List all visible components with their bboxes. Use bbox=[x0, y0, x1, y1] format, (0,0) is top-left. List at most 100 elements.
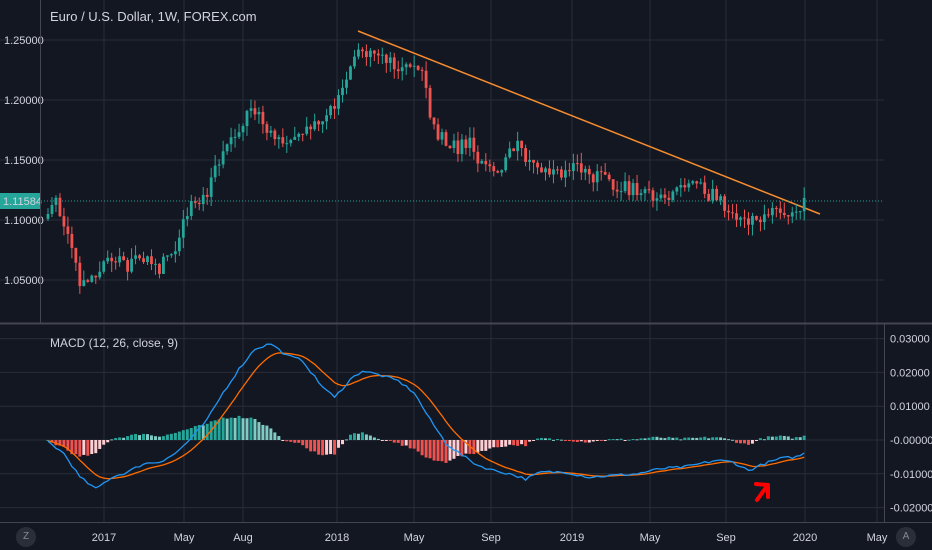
histogram-bar bbox=[205, 423, 209, 440]
candle-body bbox=[78, 262, 82, 287]
candle-body bbox=[325, 115, 328, 122]
histogram-bar bbox=[249, 417, 253, 440]
candle-body bbox=[560, 169, 563, 178]
histogram-bar bbox=[766, 436, 770, 440]
candle-body bbox=[663, 194, 667, 198]
indicator-legend[interactable]: MACD (12, 26, close, 9) bbox=[50, 336, 179, 350]
candle-body bbox=[667, 197, 671, 200]
histogram-bar bbox=[245, 418, 249, 440]
candle-body bbox=[150, 256, 153, 265]
histogram-bar bbox=[432, 440, 436, 461]
candle-body bbox=[715, 188, 719, 201]
histogram-bar bbox=[762, 439, 766, 441]
histogram-bar bbox=[623, 440, 627, 441]
x-tick-label: May bbox=[640, 532, 661, 544]
candle-body bbox=[130, 258, 133, 272]
histogram-bar bbox=[448, 440, 452, 461]
histogram-bar bbox=[563, 440, 567, 441]
histogram-bar bbox=[98, 440, 102, 449]
histogram-bar bbox=[157, 436, 161, 440]
y-tick-label: 1.25000 bbox=[4, 35, 44, 47]
histogram-bar bbox=[719, 437, 723, 440]
candle-body bbox=[603, 171, 607, 175]
x-tick-label: May bbox=[404, 532, 425, 544]
histogram-bar bbox=[62, 440, 66, 448]
candle-body bbox=[536, 162, 539, 168]
histogram-bar bbox=[615, 439, 619, 441]
candle-body bbox=[735, 213, 738, 220]
histogram-bar bbox=[743, 440, 746, 444]
candle-body bbox=[213, 165, 217, 178]
candle-body bbox=[786, 215, 790, 217]
histogram-bar bbox=[189, 427, 193, 440]
histogram-bar bbox=[337, 440, 341, 448]
histogram-bar bbox=[146, 434, 149, 440]
histogram-bar bbox=[420, 440, 424, 456]
histogram-bar bbox=[130, 434, 134, 440]
histogram-bar bbox=[794, 437, 798, 440]
candle-body bbox=[269, 130, 273, 133]
candle-body bbox=[396, 69, 400, 72]
histogram-bar bbox=[540, 437, 544, 440]
histogram-bar bbox=[66, 440, 70, 451]
histogram-bar bbox=[237, 415, 241, 440]
x-tick-label: 2019 bbox=[560, 532, 584, 544]
histogram-bar bbox=[663, 438, 667, 440]
candle-body bbox=[743, 217, 746, 219]
candle-body bbox=[751, 215, 754, 225]
histogram-bar bbox=[683, 437, 687, 440]
candle-body bbox=[774, 207, 778, 209]
histogram-bar bbox=[667, 436, 671, 440]
candle-body bbox=[500, 170, 504, 173]
histogram-bar bbox=[735, 440, 739, 443]
histogram-bar bbox=[313, 440, 317, 452]
candle-body bbox=[126, 260, 129, 272]
candle-body bbox=[516, 140, 520, 152]
candle-body bbox=[146, 256, 149, 263]
candle-body bbox=[265, 124, 269, 133]
histogram-bar bbox=[261, 424, 265, 440]
histogram-bar bbox=[70, 440, 74, 455]
histogram-bar bbox=[138, 435, 142, 440]
x-tick-label: 2018 bbox=[325, 532, 349, 544]
histogram-bar bbox=[364, 434, 368, 440]
histogram-bar bbox=[416, 440, 420, 452]
candle-body bbox=[169, 254, 173, 256]
histogram-bar bbox=[217, 419, 221, 440]
histogram-bar bbox=[169, 433, 173, 440]
candle-body bbox=[376, 53, 380, 56]
timezone-button[interactable]: Z bbox=[16, 527, 36, 547]
histogram-bar bbox=[790, 438, 794, 440]
histogram-bar bbox=[707, 438, 711, 440]
histogram-bar bbox=[739, 440, 743, 444]
trendline-layer[interactable] bbox=[357, 30, 821, 215]
candle-body bbox=[512, 148, 516, 152]
histogram-bar bbox=[599, 440, 603, 441]
candle-body bbox=[94, 275, 98, 278]
auto-scale-button[interactable]: A bbox=[896, 527, 916, 547]
histogram-bar bbox=[512, 440, 516, 446]
macd-tick-label: -0.01000 bbox=[890, 469, 932, 481]
histogram-bar bbox=[177, 431, 181, 440]
histogram-bar bbox=[153, 436, 157, 440]
candle-body bbox=[368, 50, 372, 58]
candle-body bbox=[599, 171, 603, 173]
candle-body bbox=[583, 168, 587, 173]
candle-body bbox=[400, 67, 404, 72]
candle-body bbox=[46, 214, 50, 219]
histogram-bar bbox=[122, 437, 126, 440]
histogram-bar bbox=[655, 436, 659, 440]
candle-body bbox=[380, 54, 384, 56]
candle-body bbox=[659, 194, 663, 199]
histogram-bar bbox=[400, 440, 404, 446]
candle-body bbox=[778, 208, 782, 213]
histogram-bar bbox=[631, 438, 635, 440]
candle-body bbox=[492, 166, 496, 172]
candle-body bbox=[679, 185, 683, 188]
candle-body bbox=[548, 168, 551, 175]
candle-body bbox=[337, 95, 340, 109]
candle-body bbox=[747, 218, 750, 225]
histogram-bar bbox=[647, 437, 651, 440]
candle-body bbox=[166, 255, 169, 257]
last-price-badge bbox=[0, 192, 41, 209]
